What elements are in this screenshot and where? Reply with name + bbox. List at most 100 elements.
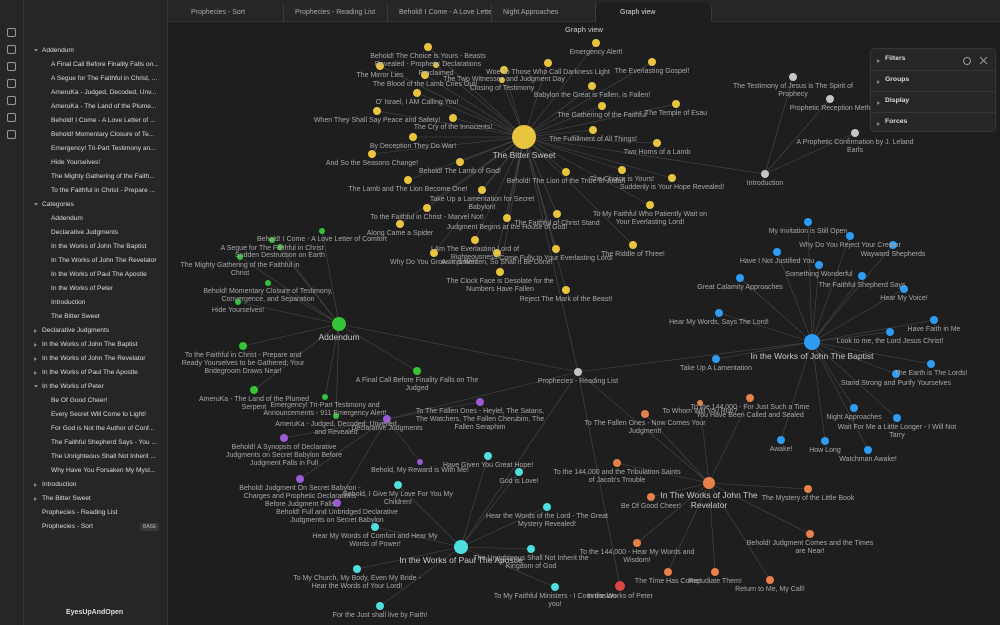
folder[interactable]: Introduction [42,481,77,488]
file[interactable]: The Bitter Sweet [51,313,100,320]
graph-node[interactable] [851,129,859,137]
graph-node[interactable] [668,174,676,182]
graph-node[interactable] [376,62,384,70]
ribbon-icon[interactable] [7,79,16,88]
graph-node[interactable] [893,414,901,422]
graph-node[interactable] [421,71,429,79]
tab[interactable]: Prophecies - Reading List [284,3,388,22]
graph-node[interactable] [424,43,432,51]
graph-node[interactable] [821,437,829,445]
file[interactable]: The Faithful Shepherd Says - You ... [51,439,157,446]
file[interactable]: For God is Not the Author of Conf... [51,425,155,432]
graph-node[interactable] [633,539,641,547]
folder[interactable]: Categories [42,201,74,208]
graph-node[interactable] [697,400,703,406]
tab[interactable]: Graph view [596,3,712,22]
ribbon-icon[interactable] [7,96,16,105]
graph-node[interactable] [235,299,241,305]
graph-node[interactable] [456,158,464,166]
graph-node[interactable] [589,126,597,134]
file[interactable]: Addendum [51,215,83,222]
graph-node[interactable] [672,100,680,108]
graph-node[interactable] [396,220,404,228]
graph-node[interactable] [496,268,504,276]
file[interactable]: Be Of Good Cheer! [51,397,108,404]
graph-node[interactable] [512,125,536,149]
graph-node[interactable] [761,170,769,178]
graph-node[interactable] [478,186,486,194]
graph-node[interactable] [552,245,560,253]
file[interactable]: In the Works of Peter [51,285,113,292]
graph-node[interactable] [296,475,304,483]
file[interactable]: AmeruKa - Judged, Decoded, Unv... [51,89,157,96]
graph-node[interactable] [804,485,812,493]
folder[interactable]: In the Works of John The Revelator [42,355,146,362]
graph-node[interactable] [588,82,596,90]
graph-node[interactable] [417,459,423,465]
control-section[interactable]: Groups [885,76,910,83]
ribbon-icon[interactable] [7,28,16,37]
folder[interactable]: The Bitter Sweet [42,495,91,502]
graph-node[interactable] [484,452,492,460]
graph-node[interactable] [629,241,637,249]
graph-node[interactable] [715,309,723,317]
graph-node[interactable] [864,446,872,454]
file[interactable]: Why Have You Forsaken My Myst... [51,467,156,474]
graph-node[interactable] [592,39,600,47]
graph-node[interactable] [886,328,894,336]
graph-node[interactable] [892,370,900,378]
graph-node[interactable] [503,214,511,222]
graph-node[interactable] [454,540,468,554]
graph-node[interactable] [804,334,820,350]
graph-node[interactable] [826,95,834,103]
graph-node[interactable] [423,204,431,212]
graph-node[interactable] [499,77,505,83]
graph-node[interactable] [618,166,626,174]
graph-node[interactable] [353,565,361,573]
tab[interactable]: Prophecies - Sort [180,3,284,22]
graph-node[interactable] [711,568,719,576]
file[interactable]: A Final Call Before Finality Falls on... [51,61,159,68]
graph-node[interactable] [846,232,854,240]
file[interactable]: Behold! I Come - A Love Letter of ... [51,117,156,124]
graph-node[interactable] [515,468,523,476]
folder[interactable]: In the Works of Peter [42,383,104,390]
graph-node[interactable] [239,342,247,350]
file[interactable]: Prophecies - Reading List [42,509,118,516]
graph-node[interactable] [703,477,715,489]
graph-node[interactable] [806,530,814,538]
graph-node[interactable] [574,368,582,376]
graph-node[interactable] [613,459,621,467]
graph-node[interactable] [413,367,421,375]
graph-node[interactable] [789,73,797,81]
file[interactable]: In the Works of Paul The Apostle [51,271,147,278]
graph-node[interactable] [430,249,438,257]
graph-node[interactable] [471,236,479,244]
tab[interactable]: Behold! I Come - A Love Lette... [388,3,492,22]
graph-node[interactable] [371,523,379,531]
ribbon-icon[interactable] [7,113,16,122]
graph-node[interactable] [736,274,744,282]
graph-node[interactable] [598,102,606,110]
graph-node[interactable] [804,218,812,226]
graph-node[interactable] [280,434,288,442]
file[interactable]: Hide Yourselves! [51,159,101,166]
graph-node[interactable] [544,59,552,67]
graph-node[interactable] [815,261,823,269]
graph-node[interactable] [368,150,376,158]
graph-node[interactable] [322,394,328,400]
folder[interactable]: In the Works of Paul The Apostle [42,369,138,376]
folder[interactable]: In the Works of John The Baptist [42,341,138,348]
folder[interactable]: Addendum [42,47,74,54]
graph-node[interactable] [648,58,656,66]
file[interactable]: The Unrighteous Shall Not Inherit ... [51,453,156,460]
graph-node[interactable] [383,415,391,423]
graph-node[interactable] [562,168,570,176]
graph-node[interactable] [333,499,341,507]
panel-icons[interactable] [961,55,991,67]
graph-node[interactable] [900,285,908,293]
graph-node[interactable] [850,404,858,412]
graph-node[interactable] [413,89,421,97]
control-section[interactable]: Forces [885,118,908,125]
graph-node[interactable] [332,317,346,331]
